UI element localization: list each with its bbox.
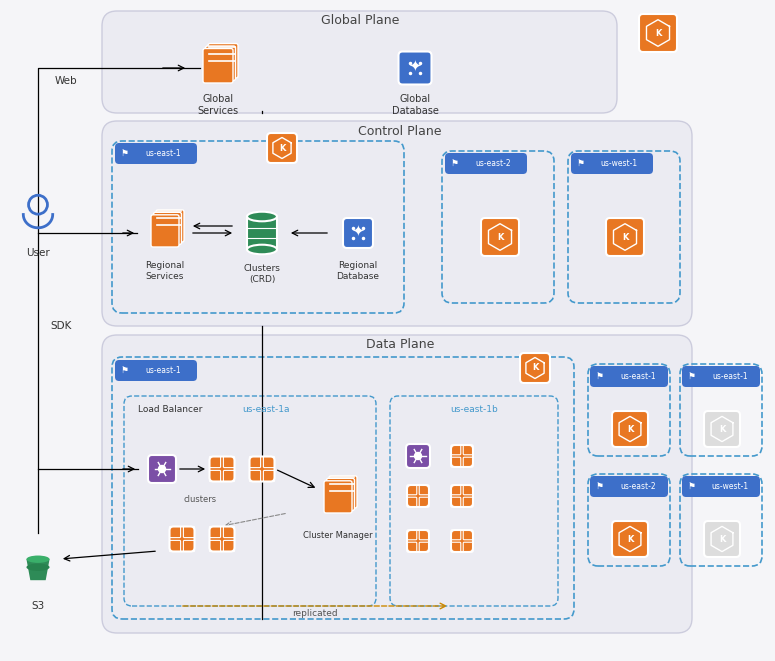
Text: Global Plane: Global Plane	[321, 15, 399, 28]
FancyBboxPatch shape	[151, 215, 179, 247]
FancyBboxPatch shape	[612, 411, 648, 447]
Text: Control Plane: Control Plane	[358, 124, 442, 137]
FancyBboxPatch shape	[326, 479, 354, 510]
FancyBboxPatch shape	[682, 366, 760, 387]
Ellipse shape	[26, 555, 50, 563]
FancyBboxPatch shape	[407, 530, 429, 552]
FancyBboxPatch shape	[612, 521, 648, 557]
Text: Global
Services: Global Services	[198, 95, 239, 116]
Circle shape	[159, 465, 166, 473]
FancyBboxPatch shape	[520, 353, 550, 383]
Text: us-west-1: us-west-1	[711, 482, 749, 491]
Text: us-east-2: us-east-2	[475, 159, 511, 168]
Text: K: K	[719, 535, 725, 543]
Text: Data Plane: Data Plane	[366, 338, 434, 350]
Polygon shape	[26, 559, 50, 580]
FancyBboxPatch shape	[398, 52, 432, 85]
Ellipse shape	[26, 564, 50, 571]
Text: replicated: replicated	[292, 609, 338, 619]
Text: K: K	[719, 424, 725, 434]
FancyBboxPatch shape	[481, 218, 519, 256]
Text: us-east-1b: us-east-1b	[450, 405, 498, 414]
Text: K: K	[627, 424, 633, 434]
FancyBboxPatch shape	[704, 411, 740, 447]
Text: K: K	[622, 233, 629, 241]
FancyBboxPatch shape	[156, 210, 184, 242]
Text: clusters: clusters	[184, 494, 216, 504]
Text: ✦: ✦	[352, 223, 364, 239]
FancyBboxPatch shape	[209, 527, 235, 551]
Text: us-east-1: us-east-1	[145, 366, 181, 375]
FancyBboxPatch shape	[115, 143, 197, 164]
FancyBboxPatch shape	[704, 521, 740, 557]
FancyBboxPatch shape	[445, 153, 527, 174]
Text: us-east-1: us-east-1	[712, 372, 748, 381]
FancyBboxPatch shape	[208, 44, 238, 78]
FancyBboxPatch shape	[102, 121, 692, 326]
Text: User: User	[26, 248, 50, 258]
FancyBboxPatch shape	[407, 485, 429, 507]
Text: Clusters
(CRD): Clusters (CRD)	[243, 264, 281, 284]
Text: ⚑: ⚑	[121, 149, 129, 158]
FancyBboxPatch shape	[606, 218, 644, 256]
FancyBboxPatch shape	[102, 11, 617, 113]
FancyBboxPatch shape	[205, 46, 236, 81]
Text: Cluster Manager: Cluster Manager	[303, 531, 373, 541]
Text: us-east-2: us-east-2	[620, 482, 656, 491]
FancyBboxPatch shape	[571, 153, 653, 174]
Ellipse shape	[247, 245, 277, 254]
FancyBboxPatch shape	[115, 360, 197, 381]
Text: K: K	[497, 233, 503, 241]
Text: SDK: SDK	[50, 321, 71, 331]
Text: ⚑: ⚑	[451, 159, 459, 168]
FancyBboxPatch shape	[682, 476, 760, 497]
FancyBboxPatch shape	[148, 455, 176, 483]
FancyBboxPatch shape	[639, 14, 677, 52]
Text: us-east-1: us-east-1	[145, 149, 181, 158]
Text: K: K	[532, 364, 538, 373]
FancyBboxPatch shape	[329, 476, 357, 508]
Text: ⚑: ⚑	[688, 482, 696, 491]
Text: ⚑: ⚑	[577, 159, 585, 168]
Text: K: K	[627, 535, 633, 543]
Text: Web: Web	[55, 76, 78, 86]
Text: K: K	[279, 143, 285, 153]
Text: us-east-1a: us-east-1a	[242, 405, 290, 414]
FancyBboxPatch shape	[590, 476, 668, 497]
Text: ⚑: ⚑	[688, 372, 696, 381]
Text: us-west-1: us-west-1	[601, 159, 638, 168]
FancyBboxPatch shape	[267, 133, 297, 163]
FancyBboxPatch shape	[203, 48, 233, 83]
Text: ✦: ✦	[408, 59, 422, 73]
FancyBboxPatch shape	[451, 485, 473, 507]
Text: Global
Database: Global Database	[391, 95, 439, 116]
Text: S3: S3	[31, 601, 45, 611]
FancyBboxPatch shape	[170, 527, 195, 551]
Text: ⚑: ⚑	[596, 372, 604, 381]
FancyBboxPatch shape	[247, 217, 277, 249]
Text: Load Balancer: Load Balancer	[138, 405, 202, 414]
Text: ⚑: ⚑	[596, 482, 604, 491]
FancyBboxPatch shape	[406, 444, 430, 468]
FancyBboxPatch shape	[343, 218, 373, 248]
FancyBboxPatch shape	[590, 366, 668, 387]
Ellipse shape	[247, 212, 277, 221]
FancyBboxPatch shape	[451, 445, 473, 467]
Text: K: K	[655, 28, 661, 38]
Circle shape	[415, 453, 422, 459]
FancyBboxPatch shape	[102, 335, 692, 633]
FancyBboxPatch shape	[209, 457, 235, 481]
Text: us-east-1: us-east-1	[620, 372, 656, 381]
FancyBboxPatch shape	[153, 212, 181, 245]
Text: Regional
Services: Regional Services	[146, 261, 184, 281]
Text: Regional
Database: Regional Database	[336, 261, 380, 281]
Text: ⚑: ⚑	[121, 366, 129, 375]
FancyBboxPatch shape	[324, 481, 352, 513]
FancyBboxPatch shape	[451, 530, 473, 552]
FancyBboxPatch shape	[250, 457, 274, 481]
